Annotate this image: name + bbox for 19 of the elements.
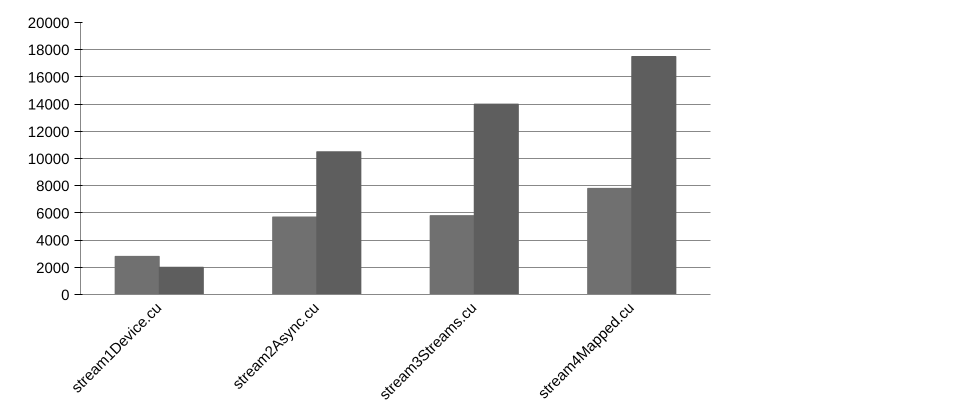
y-tick-label: 18000 — [28, 42, 70, 60]
bar — [474, 104, 519, 294]
bar — [316, 151, 362, 294]
y-tick-label: 2000 — [36, 260, 70, 277]
y-tick-label: 0 — [61, 287, 70, 304]
bar — [430, 215, 475, 294]
y-tick-label: 12000 — [28, 124, 70, 141]
bar — [631, 56, 676, 294]
y-tick-label: 20000 — [28, 15, 70, 32]
bar — [158, 266, 204, 294]
bar — [587, 188, 632, 294]
bar — [114, 256, 160, 294]
y-tick-label: 10000 — [28, 151, 70, 168]
y-tick-label: 6000 — [36, 205, 70, 222]
y-tick-label: 14000 — [28, 96, 70, 114]
y-tick-label: 16000 — [28, 69, 70, 86]
y-tick-label: 8000 — [36, 178, 70, 196]
bar — [272, 216, 318, 294]
y-tick-label: 4000 — [36, 232, 70, 250]
